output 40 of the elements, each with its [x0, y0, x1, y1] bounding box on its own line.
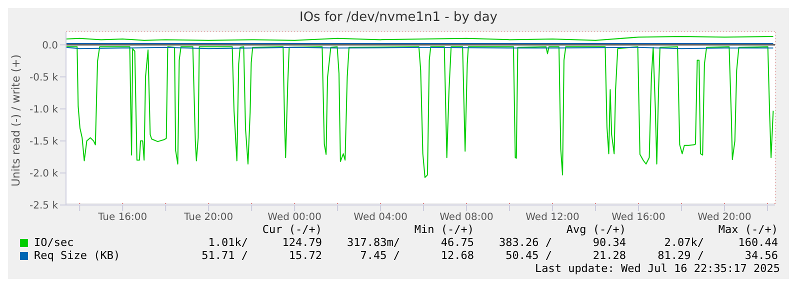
text: 34.56 — [744, 249, 778, 262]
text: 7.45 / — [359, 249, 400, 262]
text: 90.34 — [592, 236, 626, 249]
legend-label: Req Size (KB) — [33, 249, 122, 262]
x-tick-label: Tue 20:00 — [183, 212, 234, 224]
text: 2.07k/ — [663, 236, 704, 249]
text: 46.75 — [440, 236, 474, 249]
text: 124.79 — [281, 236, 322, 249]
text: 51.71 / — [200, 249, 248, 262]
text: Max (-/+) — [717, 223, 778, 236]
text: 317.83m/ — [346, 236, 400, 249]
text: 81.29 / — [656, 249, 704, 262]
x-tick-label: Wed 20:00 — [698, 212, 752, 224]
text: 160.44 — [737, 236, 778, 249]
text: 12.68 — [440, 249, 474, 262]
y-tick-label: 0.0 — [42, 40, 58, 52]
x-tick-label: Wed 16:00 — [612, 212, 666, 224]
y-tick-label: -0.5 k — [30, 72, 58, 84]
line-series — [66, 46, 774, 178]
x-tick-label: Wed 04:00 — [354, 212, 408, 224]
text: 21.28 — [592, 249, 626, 262]
text: Last update: Wed Jul 16 22:35:17 2025 — [534, 262, 780, 275]
y-tick-label: -1.0 k — [30, 104, 58, 116]
x-tick-label: Tue 16:00 — [97, 212, 148, 224]
text: 50.45 / — [504, 249, 552, 262]
text: Min (-/+) — [413, 223, 474, 236]
text: Avg (-/+) — [565, 223, 626, 236]
x-tick-label: Wed 12:00 — [526, 212, 580, 224]
text: 15.72 — [288, 249, 322, 262]
chart-title: IOs for /dev/nvme1n1 - by day — [298, 9, 498, 27]
y-axis-title: Units read (-) / write (+) — [10, 54, 22, 187]
y-tick-label: -1.5 k — [30, 136, 58, 148]
text: Cur (-/+) — [261, 223, 322, 236]
text: 383.26 / — [498, 236, 552, 249]
text: 1.01k/ — [207, 236, 248, 249]
x-tick-label: Wed 08:00 — [440, 212, 494, 224]
x-tick-label: Wed 00:00 — [268, 212, 322, 224]
y-tick-label: -2.0 k — [30, 168, 58, 180]
y-tick-label: -2.5 k — [30, 200, 58, 212]
legend-label: IO/sec — [33, 236, 75, 249]
